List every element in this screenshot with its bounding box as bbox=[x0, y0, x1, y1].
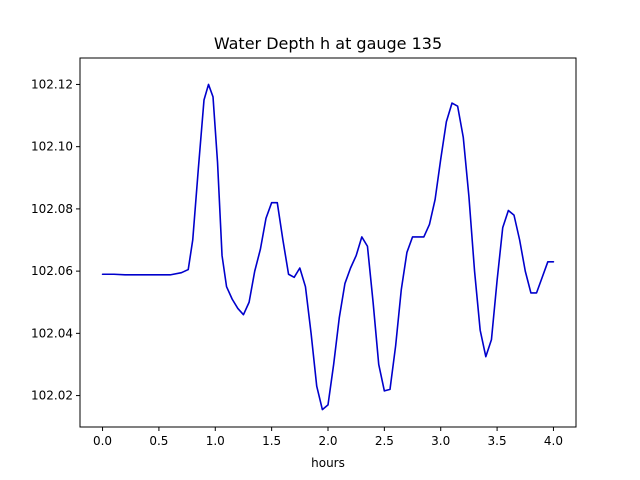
x-tick-label-8: 4.0 bbox=[544, 434, 563, 448]
series-line-0 bbox=[101, 83, 555, 411]
y-tick-label-1: 102.04 bbox=[31, 326, 73, 340]
x-tick-label-5: 2.5 bbox=[375, 434, 394, 448]
y-tick-label-2: 102.06 bbox=[31, 264, 73, 278]
y-tick-label-4: 102.10 bbox=[31, 140, 73, 154]
x-tick-label-2: 1.0 bbox=[206, 434, 225, 448]
y-tick-label-3: 102.08 bbox=[31, 202, 73, 216]
y-tick-label-5: 102.12 bbox=[31, 77, 73, 91]
y-tick-label-0: 102.02 bbox=[31, 389, 73, 403]
x-tick-label-6: 3.0 bbox=[431, 434, 450, 448]
x-tick-label-0: 0.0 bbox=[93, 434, 112, 448]
x-tick-label-3: 1.5 bbox=[262, 434, 281, 448]
x-axis-label: hours bbox=[311, 456, 345, 470]
plot-area: 0.0 0.5 1.0 1.5 2.0 2.5 3.0 3.5 4.0 102.02 102.04 1… bbox=[31, 57, 577, 448]
x-tick-label-7: 3.5 bbox=[488, 434, 507, 448]
x-tick-label-4: 2.0 bbox=[318, 434, 337, 448]
x-tick-label-1: 0.5 bbox=[149, 434, 168, 448]
chart-title: Water Depth h at gauge 135 bbox=[214, 34, 442, 53]
